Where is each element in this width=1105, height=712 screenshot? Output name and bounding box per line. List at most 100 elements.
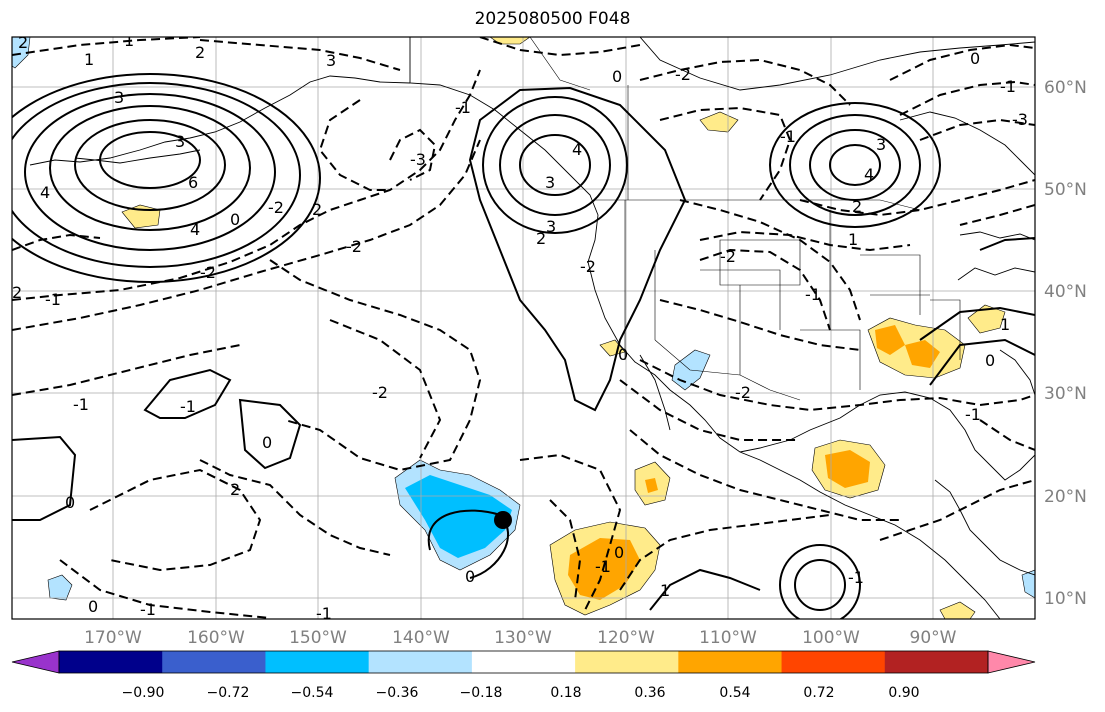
contour-label: 2: [536, 229, 546, 248]
contour-label: 3: [114, 88, 124, 107]
lat-label: 30°N: [1044, 384, 1087, 404]
positive-anomaly-core: [645, 478, 658, 493]
negative-anomaly-region: [12, 37, 31, 69]
contour-label: -2: [720, 247, 736, 266]
contour-label: -2: [346, 237, 362, 256]
contour-label: -1: [1000, 77, 1016, 96]
colorbar-tick-label: 0.72: [803, 685, 834, 701]
lat-label: 50°N: [1044, 180, 1087, 200]
contour-label: 3: [546, 217, 556, 236]
positive-anomaly-core: [825, 450, 870, 488]
contour-label: 0: [618, 345, 628, 364]
contour-label: 3: [876, 135, 886, 154]
colorbar-max-extend: [987, 650, 1036, 674]
map-frame: [11, 36, 1036, 620]
contour-label: 0: [614, 543, 624, 562]
lon-label: 100°W: [802, 628, 860, 648]
contour-label: -1: [848, 568, 864, 587]
contour-label: 1: [660, 581, 670, 600]
lon-label: 120°W: [597, 628, 655, 648]
colorbar-cell: [265, 651, 370, 673]
colorbar-tick-label: −0.90: [122, 685, 165, 701]
contour-label: -1: [805, 285, 821, 304]
contour-label: 1: [848, 230, 858, 249]
contour-label: 0: [985, 351, 995, 370]
lat-label: 10°N: [1044, 589, 1087, 609]
contour-label: 0: [262, 433, 272, 452]
contour-label: 0: [230, 210, 240, 229]
contour-label: -2: [675, 65, 691, 84]
map-background: [12, 37, 1035, 619]
contour-label: 4: [190, 220, 200, 239]
colorbar-tick-label: 0.18: [550, 685, 581, 701]
contour-label: -2: [580, 257, 596, 276]
lon-label: 110°W: [699, 628, 757, 648]
colorbar-min-extend: [11, 650, 60, 674]
contour-label: 3: [545, 173, 555, 192]
colorbar-tick-label: 0.36: [634, 685, 665, 701]
lon-label: 90°W: [910, 628, 957, 648]
negative-contours: [12, 37, 1035, 619]
contour-label: 1: [1000, 315, 1010, 334]
contour-label: -1: [455, 98, 471, 117]
contour-label: -3: [1012, 110, 1028, 129]
contour-label: -1: [45, 290, 61, 309]
colorbar-cell: [368, 651, 473, 673]
colorbar-cell: [59, 651, 163, 673]
contour-label: 4: [40, 183, 50, 202]
negative-anomaly-region: [47, 574, 73, 601]
colorbar-cells: [59, 651, 989, 673]
lon-label: 170°W: [84, 628, 142, 648]
colorbar-cell: [162, 651, 266, 673]
lat-label: 40°N: [1044, 282, 1087, 302]
colorbar-cell: [884, 651, 989, 673]
lat-label: 20°N: [1044, 487, 1087, 507]
contour-label: 0: [88, 597, 98, 616]
colorbar-tick-label: −0.36: [376, 685, 419, 701]
positive-contours: [12, 73, 1035, 619]
colorbar-tick-label: −0.72: [207, 685, 250, 701]
colorbar-tick-labels: −0.90 −0.72 −0.54 −0.36 −0.18 0.18 0.36 …: [122, 685, 920, 701]
map-title: 2025080500 F048: [474, 9, 631, 29]
colorbar-cell: [678, 651, 783, 673]
negative-anomaly-region: [1021, 569, 1035, 599]
contour-label: -3: [410, 150, 426, 169]
contour-label: 6: [188, 173, 198, 192]
lon-label: 140°W: [392, 628, 450, 648]
contour-label: 0: [65, 493, 75, 512]
contour-label-layer: 1 2 3 3 2 1 -1 3 4 6 4 0 -2 2 0 -2 -3 3 …: [12, 33, 1028, 623]
colorbar: −0.90 −0.72 −0.54 −0.36 −0.18 0.18 0.36 …: [11, 650, 1036, 701]
contour-label: 0: [970, 49, 980, 68]
contour-label: -1: [316, 604, 332, 623]
lon-label: 130°W: [494, 628, 552, 648]
contour-label: -1: [965, 405, 981, 424]
colorbar-frame: [58, 650, 989, 674]
contour-label: -1: [73, 395, 89, 414]
contour-label: 2: [312, 200, 322, 219]
contour-label: 4: [572, 140, 582, 159]
contour-label: 0: [465, 567, 475, 586]
colorbar-cell: [781, 651, 886, 673]
contour-label: 2: [12, 283, 22, 302]
contour-label: 2: [18, 33, 28, 52]
colorbar-tick-label: −0.18: [460, 685, 503, 701]
storm-center-marker: [494, 511, 512, 529]
contour-label: 2: [230, 480, 240, 499]
positive-anomaly-region: [699, 111, 739, 133]
contour-label: -1: [595, 557, 611, 576]
contour-label: 1: [84, 50, 94, 69]
lon-label: 160°W: [187, 628, 245, 648]
colorbar-tick-label: 0.54: [719, 685, 750, 701]
contour-label: 4: [864, 165, 874, 184]
contour-label: -1: [780, 127, 796, 146]
latitude-labels: 60°N 50°N 40°N 30°N 20°N 10°N: [1044, 78, 1087, 609]
positive-anomaly-core: [875, 325, 905, 355]
positive-anomaly-region: [967, 304, 1006, 334]
contour-label: -1: [180, 397, 196, 416]
colorbar-tick-label: 0.90: [888, 685, 919, 701]
contour-label: 0: [612, 67, 622, 86]
contour-label: 2: [852, 197, 862, 216]
contour-label: -1: [140, 600, 156, 619]
